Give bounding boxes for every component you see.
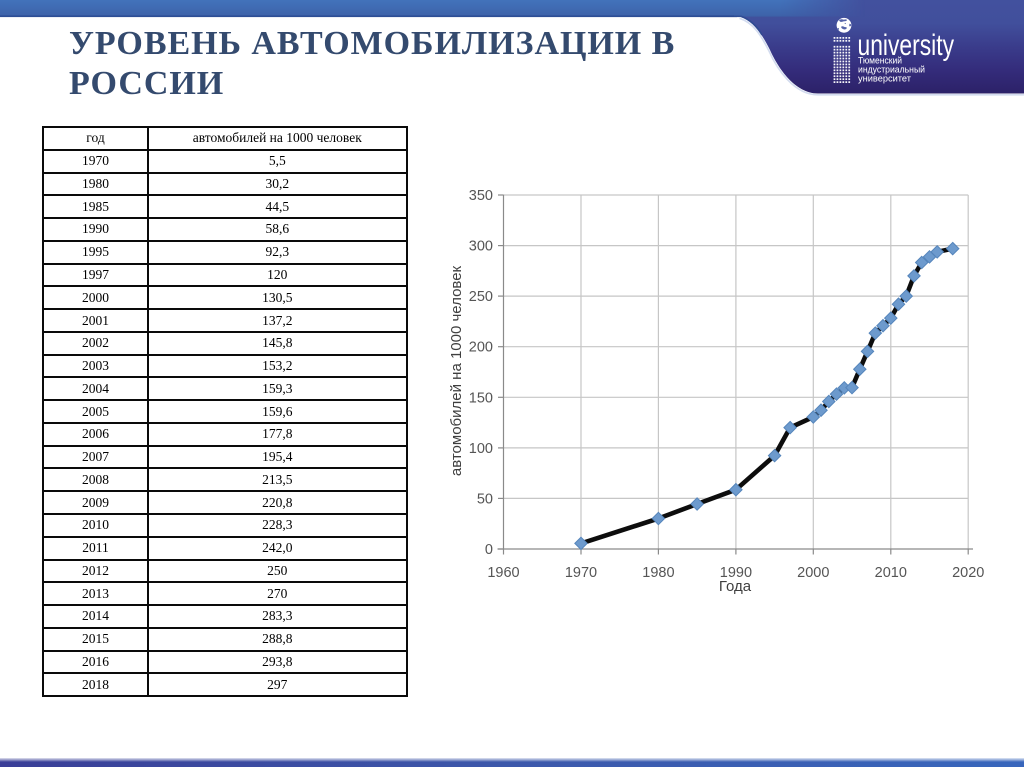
svg-text:50: 50	[477, 491, 493, 507]
svg-text:250: 250	[469, 289, 493, 305]
svg-text:1970: 1970	[565, 565, 597, 581]
svg-text:university: university	[858, 29, 955, 62]
svg-text:0: 0	[485, 542, 493, 558]
svg-text:1990: 1990	[720, 565, 752, 581]
svg-text:индустриальный: индустриальный	[858, 65, 925, 76]
svg-text:2000: 2000	[797, 565, 829, 581]
svg-text:300: 300	[469, 239, 493, 255]
svg-text:Тюменский: Тюменский	[858, 56, 902, 67]
svg-text:университет: университет	[858, 74, 912, 85]
svg-text:1980: 1980	[642, 565, 674, 581]
svg-text:200: 200	[469, 340, 493, 356]
svg-text:150: 150	[469, 390, 493, 406]
svg-text:2020: 2020	[952, 565, 984, 581]
svg-text:100: 100	[469, 441, 493, 457]
svg-text:2010: 2010	[875, 565, 907, 581]
svg-text:1960: 1960	[487, 565, 519, 581]
svg-text:автомобилей на 1000 человек: автомобилей на 1000 человек	[448, 265, 465, 476]
svg-text:350: 350	[469, 188, 493, 204]
svg-text:Года: Года	[719, 578, 752, 595]
